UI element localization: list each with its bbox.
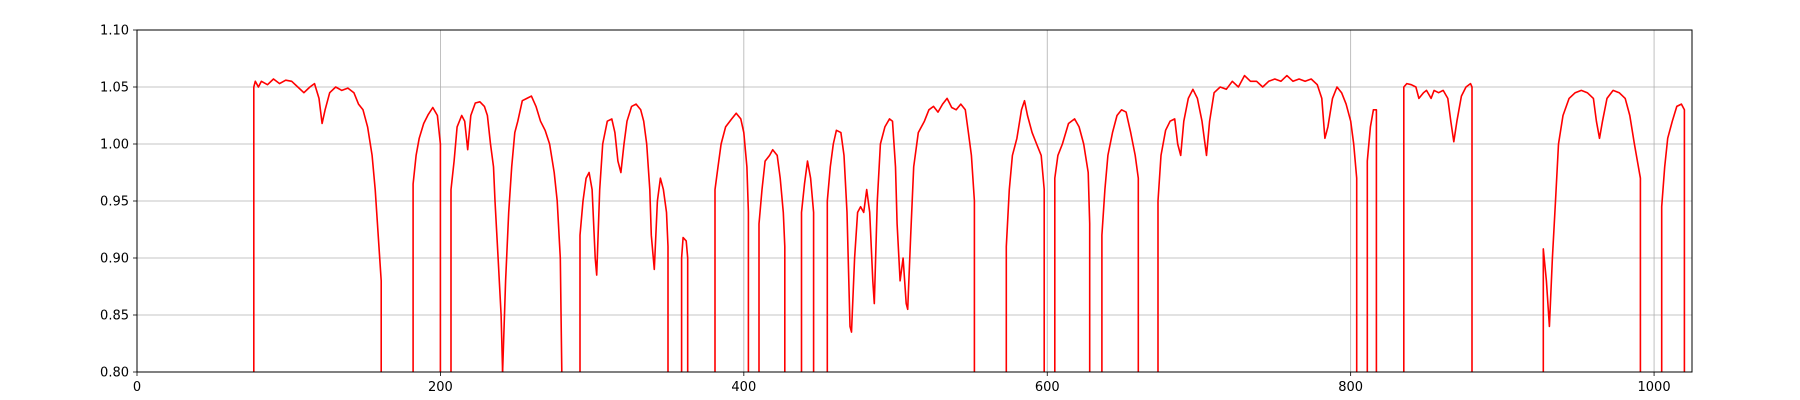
grid-lines [136,29,1692,373]
y-tick-label: 0.80 [100,366,129,381]
series-line-segment [253,78,383,372]
series-line-segment [714,112,750,372]
x-tick-label: 1000 [1638,380,1671,395]
y-axis: 0.80 0.85 0.90 0.95 1.00 1.05 1.10 [100,24,137,381]
y-tick-label: 0.85 [100,309,129,324]
y-tick-label: 1.10 [100,24,129,39]
x-axis: 0 200 400 600 800 1000 [133,372,1671,395]
series-line-segment [1101,109,1140,372]
series-group [253,74,1686,373]
x-tick-label: 200 [428,380,453,395]
series-line-segment [1005,99,1045,372]
series-line-segment [501,95,563,373]
series-line-segment [412,106,442,372]
series-line-segment [1403,82,1473,372]
y-tick-label: 1.05 [100,81,129,96]
x-tick-label: 0 [133,380,141,395]
series-line-segment [450,101,504,373]
series-line-segment [1660,103,1686,372]
x-tick-label: 400 [731,380,756,395]
y-tick-label: 0.90 [100,252,129,267]
series-line-segment [800,160,815,372]
series-line-segment [1366,109,1378,372]
x-tick-label: 600 [1035,380,1060,395]
series-line-segment [1054,118,1091,372]
y-tick-label: 1.00 [100,138,129,153]
y-tick-label: 0.95 [100,195,129,210]
series-line-segment [1542,89,1642,372]
series-line-segment [826,97,976,372]
series-line-segment [1157,74,1358,372]
series-line-segment [579,103,669,372]
series-line-segment [680,236,689,372]
x-tick-label: 800 [1338,380,1363,395]
series-line-segment [758,148,786,372]
